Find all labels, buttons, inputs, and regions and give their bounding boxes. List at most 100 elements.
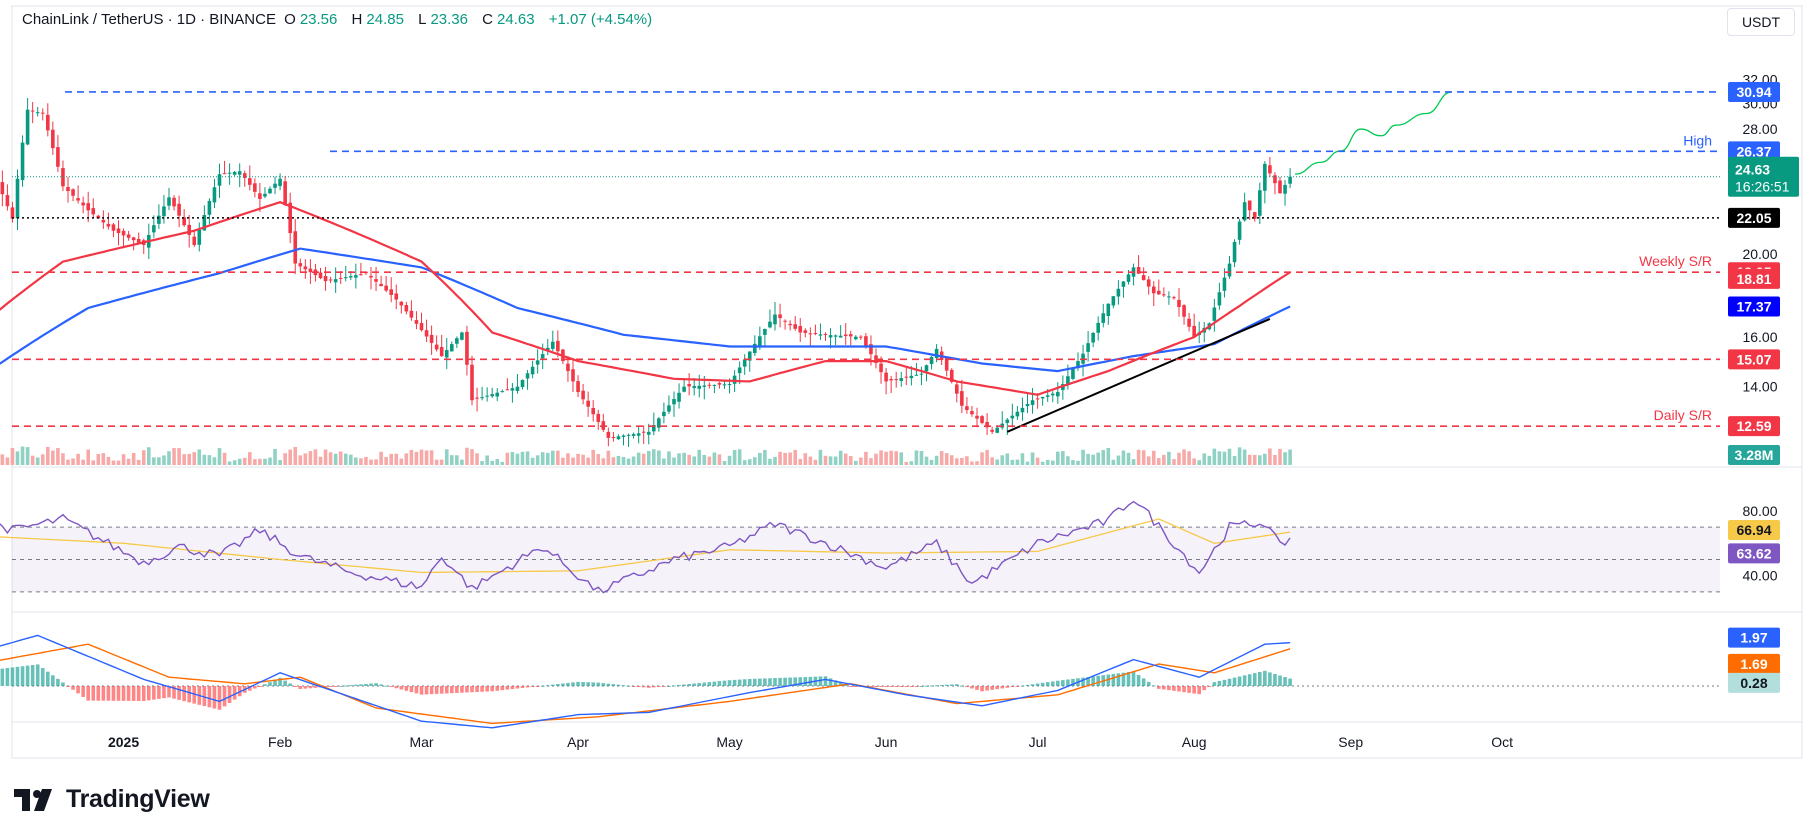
volume-bar (465, 447, 469, 465)
macd-histogram-bar (470, 686, 474, 693)
candle-body (641, 431, 646, 433)
volume-bar (1258, 455, 1262, 465)
macd-histogram-bar (91, 686, 96, 701)
volume-bar (505, 452, 510, 465)
volume-bar (626, 458, 631, 465)
candle-body (46, 114, 50, 131)
macd-histogram-bar (177, 686, 181, 700)
candle-body (187, 224, 191, 235)
macd-histogram-bar (40, 668, 45, 686)
candle-body (737, 367, 742, 374)
tradingview-logo[interactable]: TradingView (14, 785, 210, 814)
candle-body (1146, 279, 1151, 287)
candle-body (354, 275, 358, 278)
candle-body (349, 276, 353, 278)
candle-body (540, 354, 545, 359)
candle-body (222, 173, 227, 175)
candle-body (965, 406, 969, 410)
candle-body (202, 215, 207, 231)
macd-histogram-bar (1020, 685, 1025, 687)
volume-bar (141, 450, 146, 465)
candle-body (1106, 303, 1111, 317)
candle-body (697, 385, 702, 389)
macd-histogram-bar (955, 684, 959, 686)
macd-histogram-bar (1217, 681, 1222, 686)
candle-body (66, 186, 70, 192)
macd-histogram-bar (586, 682, 590, 686)
volume-bar (384, 457, 388, 465)
candle-body (576, 381, 580, 393)
macd-histogram-bar (15, 666, 20, 686)
candle-body (217, 174, 222, 186)
macd-histogram-bar (970, 686, 974, 689)
candle-body (611, 437, 616, 439)
macd-histogram-bar (61, 682, 65, 686)
volume-bar (1283, 452, 1287, 465)
macd-histogram-bar (1121, 672, 1126, 686)
macd-histogram-bar (949, 684, 954, 686)
level-label-15.07: 15.07 (1736, 351, 1771, 367)
volume-bar (540, 452, 545, 465)
candle-body (854, 336, 858, 340)
symbol-title[interactable]: ChainLink / TetherUS · 1D · BINANCE (22, 11, 276, 28)
volume-bar (955, 458, 959, 465)
candle-body (1116, 288, 1121, 297)
candle-body (101, 219, 106, 223)
macd-histogram-bar (278, 677, 282, 686)
macd-histogram-bar (1096, 675, 1100, 686)
macd-histogram-bar (1081, 677, 1085, 686)
rsi-ma-label-bg (1728, 520, 1780, 541)
macd-histogram-bar (626, 685, 631, 687)
low-label: L (418, 11, 427, 28)
candle-body (505, 389, 510, 391)
candle-body (131, 237, 136, 241)
candle-body (646, 431, 651, 435)
macd-histogram-bar (818, 676, 823, 686)
volume-bar (439, 459, 444, 465)
candle-body (237, 171, 242, 175)
macd-histogram-bar (960, 685, 964, 687)
currency-button[interactable]: USDT (1727, 8, 1795, 36)
candle-body (682, 386, 686, 392)
macd-histogram-bar (1005, 686, 1010, 688)
volume-bar (136, 459, 141, 465)
volume-bar (460, 459, 464, 465)
candle-body (1040, 396, 1045, 399)
macd-histogram-bar (677, 684, 681, 686)
volume-bar (1071, 460, 1075, 465)
candle-body (1050, 393, 1055, 396)
macd-histogram-bar (136, 686, 141, 701)
candle-body (818, 334, 823, 336)
macd-histogram-bar (545, 685, 550, 687)
level-label-26.37: 26.37 (1736, 143, 1771, 159)
candle-body (626, 434, 631, 436)
candle-body (924, 365, 929, 372)
ema-label-17.37: 17.37 (1736, 299, 1771, 315)
macd-histogram-bar (141, 686, 146, 702)
low-value: 23.36 (430, 11, 468, 28)
x-tick-2025: 2025 (108, 734, 139, 750)
volume-bar (934, 455, 939, 465)
macd-histogram-bar (101, 686, 106, 701)
volume-bar (1050, 460, 1055, 465)
macd-histogram-bar (843, 684, 848, 686)
candle-body (172, 197, 176, 207)
macd-histogram-bar (293, 686, 298, 687)
volume-bar (677, 453, 681, 465)
candle-body (702, 385, 707, 387)
macd-histogram-bar (636, 686, 641, 687)
volume-bar (965, 456, 969, 465)
macd-histogram-bar (1056, 680, 1060, 686)
macd-histogram-bar (768, 678, 772, 686)
candle-body (1141, 275, 1146, 281)
candle-body (182, 217, 186, 226)
candle-body (167, 197, 171, 206)
macd-histogram-bar (884, 686, 888, 687)
macd-histogram-bar (904, 686, 909, 687)
candle-body (116, 228, 121, 234)
chart-canvas[interactable]: High Weekly S/R Daily S/R 2025 Feb Mar Apr May… (0, 0, 1814, 780)
candle-body (747, 351, 752, 361)
volume-bar (914, 450, 919, 465)
volume-bar (25, 447, 30, 465)
volume-bar (1177, 452, 1181, 465)
